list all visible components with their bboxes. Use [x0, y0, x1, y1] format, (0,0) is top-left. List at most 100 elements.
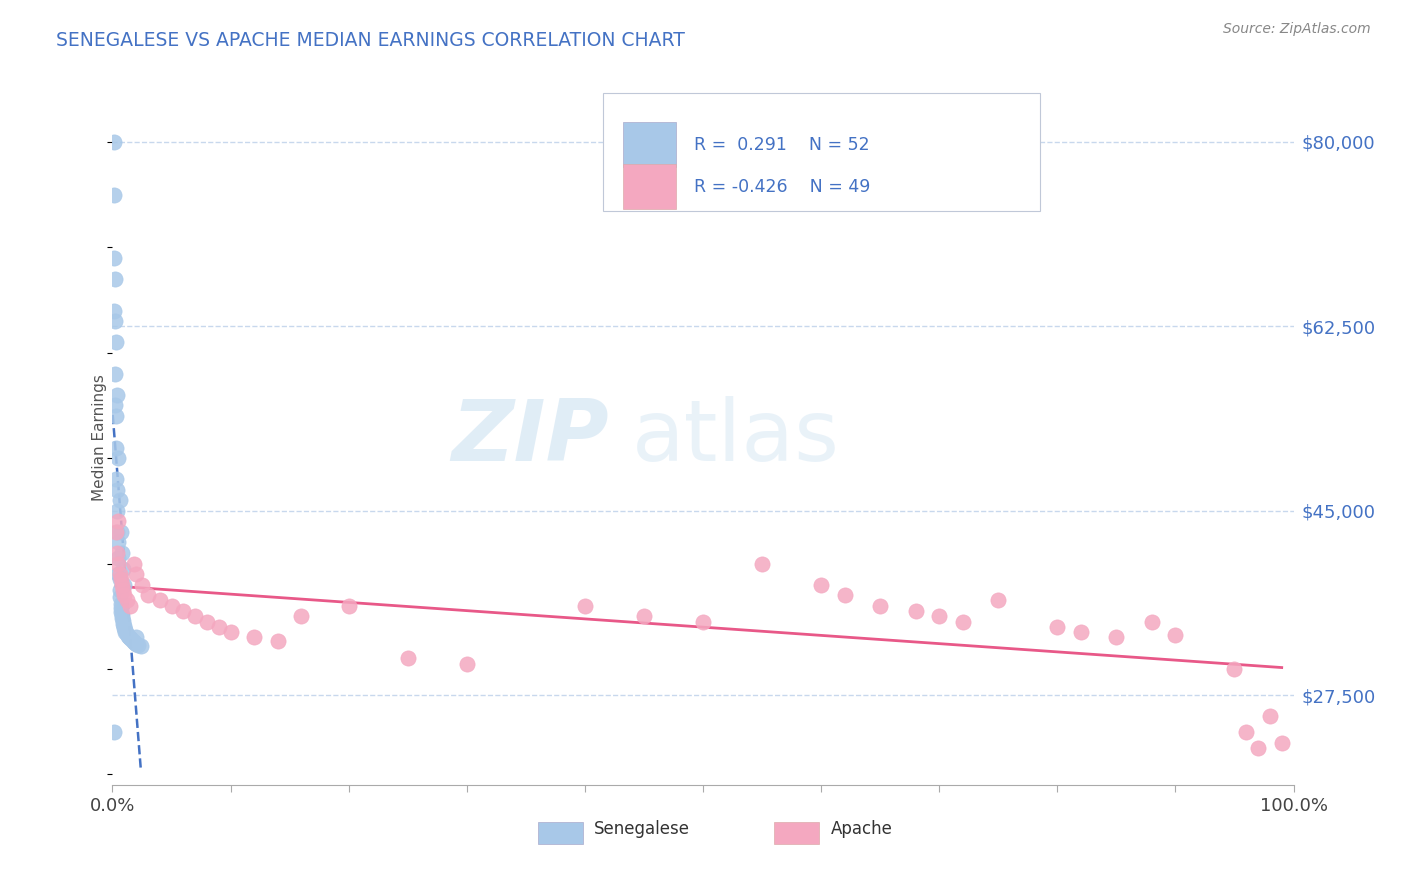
Point [110, 597, 132, 611]
Text: Source: ZipAtlas.com: Source: ZipAtlas.com [1223, 22, 1371, 37]
Text: SENEGALESE VS APACHE MEDIAN EARNINGS CORRELATION CHART: SENEGALESE VS APACHE MEDIAN EARNINGS COR… [56, 31, 685, 50]
Point [112, 582, 135, 597]
Bar [623, 164, 676, 210]
Point [105, 441, 128, 455]
Point [1140, 615, 1163, 629]
Point [456, 657, 478, 671]
Point [112, 577, 135, 591]
Point [108, 582, 131, 597]
Point [810, 577, 832, 591]
Point [105, 472, 128, 486]
Point [129, 639, 152, 653]
Point [904, 604, 927, 618]
Point [751, 557, 773, 571]
Point [117, 629, 139, 643]
Point [107, 515, 129, 529]
Point [114, 625, 136, 640]
Point [1046, 620, 1069, 634]
Point [120, 632, 142, 647]
Point [103, 187, 125, 202]
Point [1258, 709, 1281, 723]
FancyBboxPatch shape [603, 93, 1039, 211]
Point [928, 609, 950, 624]
Point [1271, 736, 1294, 750]
Text: Apache: Apache [831, 820, 893, 838]
Point [160, 599, 183, 613]
Point [692, 615, 714, 629]
Point [112, 562, 135, 576]
Point [104, 272, 127, 286]
Point [115, 593, 138, 607]
Point [107, 451, 129, 466]
Point [111, 611, 134, 625]
Point [125, 567, 148, 582]
Point [103, 251, 125, 265]
Point [1234, 725, 1257, 739]
Point [107, 551, 129, 566]
Point [131, 577, 153, 591]
Point [574, 599, 596, 613]
Point [108, 573, 131, 587]
Bar [623, 122, 676, 168]
Point [110, 573, 132, 587]
Text: R =  0.291    N = 52: R = 0.291 N = 52 [693, 136, 869, 153]
Point [105, 388, 128, 402]
Point [122, 557, 145, 571]
Point [219, 625, 242, 640]
Point [105, 524, 128, 539]
Text: Senegalese: Senegalese [595, 820, 690, 838]
Point [108, 591, 131, 605]
Point [110, 524, 132, 539]
Text: atlas: atlas [633, 395, 841, 479]
Point [127, 638, 149, 652]
Point [107, 535, 129, 549]
Point [103, 725, 125, 739]
Point [118, 631, 141, 645]
Text: ZIP: ZIP [451, 395, 609, 479]
Point [103, 135, 125, 149]
Point [105, 504, 128, 518]
Bar [537, 822, 582, 844]
Point [112, 616, 135, 631]
Point [111, 577, 134, 591]
Point [195, 615, 218, 629]
Point [1164, 628, 1187, 642]
Point [834, 588, 856, 602]
Point [104, 399, 127, 413]
Point [869, 599, 891, 613]
Point [208, 620, 231, 634]
Point [633, 609, 655, 624]
Point [184, 609, 207, 624]
Point [108, 567, 131, 582]
Point [110, 605, 132, 619]
Point [105, 335, 128, 350]
Point [952, 615, 974, 629]
Point [125, 631, 148, 645]
Point [1070, 625, 1092, 640]
Point [120, 599, 142, 613]
Point [114, 623, 136, 637]
Point [1105, 631, 1128, 645]
Text: R = -0.426    N = 49: R = -0.426 N = 49 [693, 178, 870, 195]
Point [290, 609, 312, 624]
Point [396, 651, 419, 665]
Point [120, 632, 142, 646]
Point [105, 546, 128, 560]
Point [112, 614, 135, 628]
Point [112, 588, 135, 602]
Bar [773, 822, 818, 844]
Point [149, 593, 172, 607]
Y-axis label: Median Earnings: Median Earnings [91, 374, 107, 500]
Point [112, 619, 135, 633]
Point [110, 600, 132, 615]
Point [107, 557, 129, 571]
Point [112, 621, 135, 635]
Point [115, 627, 138, 641]
Point [122, 634, 145, 648]
Point [105, 483, 128, 497]
Point [105, 409, 128, 423]
Point [1223, 662, 1246, 676]
Point [103, 303, 125, 318]
Point [105, 524, 128, 539]
Point [267, 633, 290, 648]
